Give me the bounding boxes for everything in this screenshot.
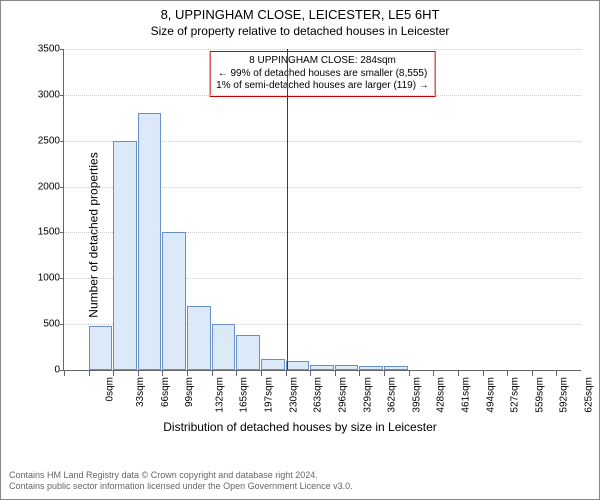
x-tick-mark bbox=[89, 371, 90, 376]
y-tick-label: 2500 bbox=[20, 135, 60, 146]
histogram-bar bbox=[138, 113, 162, 370]
footer-line: Contains HM Land Registry data © Crown c… bbox=[9, 470, 353, 482]
x-tick-label: 329sqm bbox=[362, 377, 373, 413]
y-tick-label: 1000 bbox=[20, 273, 60, 284]
x-tick-mark bbox=[212, 371, 213, 376]
histogram-bar bbox=[359, 366, 383, 370]
x-tick-label: 296sqm bbox=[337, 377, 348, 413]
x-tick-label: 461sqm bbox=[461, 377, 472, 413]
x-tick-label: 362sqm bbox=[387, 377, 398, 413]
y-tick-label: 2000 bbox=[20, 181, 60, 192]
x-tick-label: 395sqm bbox=[411, 377, 422, 413]
y-tick-label: 500 bbox=[20, 319, 60, 330]
x-tick-mark bbox=[187, 371, 188, 376]
x-tick-label: 494sqm bbox=[485, 377, 496, 413]
x-tick-label: 0sqm bbox=[105, 377, 116, 401]
x-tick-mark bbox=[236, 371, 237, 376]
gridline bbox=[64, 95, 581, 96]
y-tick-mark bbox=[60, 141, 64, 142]
x-tick-label: 428sqm bbox=[436, 377, 447, 413]
x-tick-mark bbox=[532, 371, 533, 376]
y-tick-label: 3500 bbox=[20, 44, 60, 55]
histogram-bar bbox=[212, 324, 236, 370]
x-tick-mark bbox=[458, 371, 459, 376]
x-tick-label: 66sqm bbox=[160, 377, 171, 407]
x-tick-mark bbox=[113, 371, 114, 376]
x-tick-label: 559sqm bbox=[534, 377, 545, 413]
histogram-bar bbox=[162, 232, 186, 370]
histogram-bar bbox=[236, 335, 260, 370]
x-tick-mark bbox=[261, 371, 262, 376]
x-tick-label: 197sqm bbox=[264, 377, 275, 413]
histogram-bar bbox=[310, 365, 334, 371]
x-tick-label: 527sqm bbox=[510, 377, 521, 413]
y-tick-mark bbox=[60, 95, 64, 96]
y-tick-label: 3000 bbox=[20, 89, 60, 100]
x-tick-mark bbox=[409, 371, 410, 376]
x-tick-mark bbox=[286, 371, 287, 376]
plot-area: 8 UPPINGHAM CLOSE: 284sqm ← 99% of detac… bbox=[63, 49, 581, 371]
annotation-box: 8 UPPINGHAM CLOSE: 284sqm ← 99% of detac… bbox=[209, 51, 436, 97]
chart-container: Number of detached properties 8 UPPINGHA… bbox=[1, 41, 599, 429]
y-tick-mark bbox=[60, 278, 64, 279]
x-tick-mark bbox=[138, 371, 139, 376]
footer-attribution: Contains HM Land Registry data © Crown c… bbox=[9, 470, 353, 493]
marker-line bbox=[287, 49, 288, 370]
x-tick-mark bbox=[359, 371, 360, 376]
x-tick-label: 230sqm bbox=[288, 377, 299, 413]
y-tick-mark bbox=[60, 324, 64, 325]
histogram-bar bbox=[286, 361, 310, 370]
histogram-bar bbox=[335, 365, 359, 371]
x-tick-mark bbox=[64, 371, 65, 376]
y-tick-mark bbox=[60, 49, 64, 50]
x-tick-label: 99sqm bbox=[184, 377, 195, 407]
histogram-bar bbox=[187, 306, 211, 370]
histogram-bar bbox=[384, 366, 408, 370]
page-subtitle: Size of property relative to detached ho… bbox=[1, 24, 599, 38]
x-tick-label: 132sqm bbox=[214, 377, 225, 413]
x-tick-mark bbox=[433, 371, 434, 376]
footer-line: Contains public sector information licen… bbox=[9, 481, 353, 493]
x-tick-mark bbox=[310, 371, 311, 376]
x-tick-label: 33sqm bbox=[135, 377, 146, 407]
x-tick-label: 263sqm bbox=[313, 377, 324, 413]
x-axis-label: Distribution of detached houses by size … bbox=[1, 420, 599, 434]
y-tick-mark bbox=[60, 232, 64, 233]
gridline bbox=[64, 49, 581, 50]
x-tick-mark bbox=[483, 371, 484, 376]
y-tick-label: 1500 bbox=[20, 227, 60, 238]
annotation-line: 1% of semi-detached houses are larger (1… bbox=[216, 80, 429, 93]
x-tick-mark bbox=[384, 371, 385, 376]
x-tick-label: 625sqm bbox=[584, 377, 595, 413]
x-tick-label: 592sqm bbox=[559, 377, 570, 413]
histogram-bar bbox=[113, 141, 137, 370]
x-tick-mark bbox=[162, 371, 163, 376]
x-tick-label: 165sqm bbox=[239, 377, 250, 413]
histogram-bar bbox=[89, 326, 113, 370]
annotation-line: 8 UPPINGHAM CLOSE: 284sqm bbox=[216, 55, 429, 68]
y-tick-mark bbox=[60, 187, 64, 188]
annotation-line: ← 99% of detached houses are smaller (8,… bbox=[216, 68, 429, 81]
y-tick-label: 0 bbox=[20, 365, 60, 376]
x-tick-mark bbox=[556, 371, 557, 376]
x-tick-mark bbox=[507, 371, 508, 376]
histogram-bar bbox=[261, 359, 285, 370]
page-title: 8, UPPINGHAM CLOSE, LEICESTER, LE5 6HT bbox=[1, 7, 599, 22]
x-tick-mark bbox=[335, 371, 336, 376]
